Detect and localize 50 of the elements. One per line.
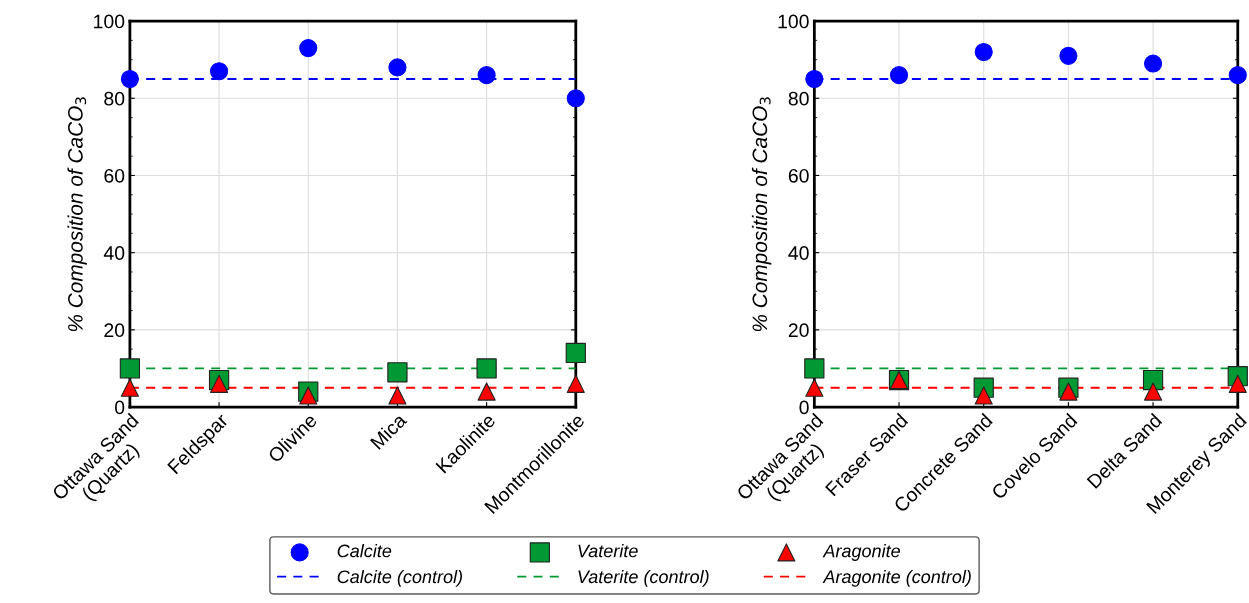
point (1059, 382, 1078, 401)
y-tick-label: 40 (788, 246, 809, 260)
legend-label: Aragonite (822, 544, 900, 561)
point (210, 62, 229, 81)
x-tick-label: Mica (369, 411, 408, 450)
point (120, 69, 139, 89)
point (889, 66, 909, 85)
y-tick-label: 100 (94, 14, 125, 29)
y-tick-label: 20 (788, 323, 809, 338)
y-tick-label: 60 (788, 168, 809, 183)
point (387, 362, 408, 383)
point (299, 39, 318, 58)
y-tick-label: 60 (104, 168, 125, 183)
y-tick-label: 100 (778, 14, 809, 29)
point (1144, 54, 1163, 73)
point (804, 358, 825, 379)
point (210, 374, 229, 393)
y-axis-title: % Composition of CaCO$_{3}$ (751, 97, 772, 332)
point (1228, 374, 1247, 393)
point (1059, 46, 1078, 65)
y-tick-label: 20 (104, 323, 125, 338)
point (566, 89, 585, 108)
point (974, 42, 993, 62)
point (388, 58, 407, 77)
point (1142, 369, 1164, 391)
point (1144, 382, 1163, 401)
point (477, 66, 496, 85)
y-tick-label: 40 (103, 246, 125, 260)
point (974, 386, 993, 405)
legend-label: Vaterite (578, 544, 638, 558)
point (388, 386, 407, 405)
y-tick-label: 0 (799, 400, 809, 415)
point (1228, 66, 1247, 85)
point (119, 358, 141, 379)
y-tick-label: 0 (114, 400, 125, 415)
point (476, 358, 497, 379)
point (299, 386, 318, 405)
y-tick-label: 80 (104, 91, 125, 106)
legend-label: Vaterite (control) (578, 569, 709, 587)
point (805, 69, 824, 89)
point (477, 382, 496, 401)
point (566, 374, 585, 393)
legend-label: Calcite (337, 544, 392, 558)
y-tick-label: 80 (788, 91, 809, 106)
point (120, 378, 139, 397)
legend-label: Aragonite (control) (822, 569, 971, 587)
legend-label: Calcite (control) (337, 569, 463, 587)
y-axis-title: % Composition of CaCO$_{3}$ (67, 97, 87, 332)
point (565, 342, 586, 364)
point (805, 378, 824, 397)
